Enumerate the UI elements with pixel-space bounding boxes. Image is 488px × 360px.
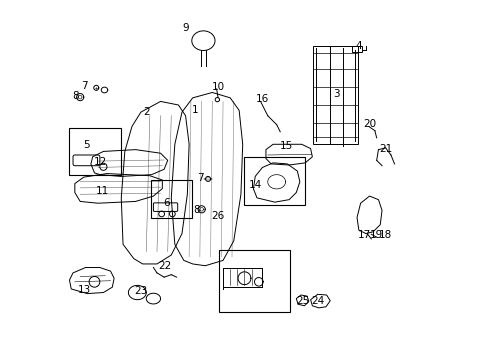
Text: 23: 23 <box>134 286 147 296</box>
Text: 11: 11 <box>95 186 108 196</box>
Text: 6: 6 <box>163 198 170 208</box>
Text: 13: 13 <box>78 285 91 295</box>
Text: 26: 26 <box>211 211 224 221</box>
Text: 1: 1 <box>192 105 199 115</box>
Text: 19: 19 <box>368 230 382 240</box>
Bar <box>244 157 305 205</box>
Bar <box>151 180 192 217</box>
Text: 16: 16 <box>256 94 269 104</box>
Text: 12: 12 <box>93 157 106 167</box>
Text: 3: 3 <box>333 89 339 99</box>
Bar <box>69 128 121 175</box>
Text: 7: 7 <box>197 173 204 183</box>
Bar <box>218 249 290 312</box>
Text: 17: 17 <box>357 230 370 240</box>
Text: 24: 24 <box>311 296 324 306</box>
Text: 21: 21 <box>379 144 392 154</box>
Text: 9: 9 <box>182 23 189 33</box>
Text: 20: 20 <box>363 119 376 129</box>
Text: 22: 22 <box>158 261 171 271</box>
Text: 5: 5 <box>83 140 90 150</box>
Text: 25: 25 <box>296 296 309 306</box>
Text: 18: 18 <box>378 230 391 240</box>
Text: 8: 8 <box>193 205 200 215</box>
Text: 8: 8 <box>72 91 79 101</box>
Text: 2: 2 <box>142 107 149 117</box>
Text: 10: 10 <box>211 82 224 92</box>
Text: 4: 4 <box>355 41 362 51</box>
Text: 15: 15 <box>279 141 292 151</box>
Text: 14: 14 <box>248 180 262 190</box>
Text: 7: 7 <box>81 81 88 91</box>
